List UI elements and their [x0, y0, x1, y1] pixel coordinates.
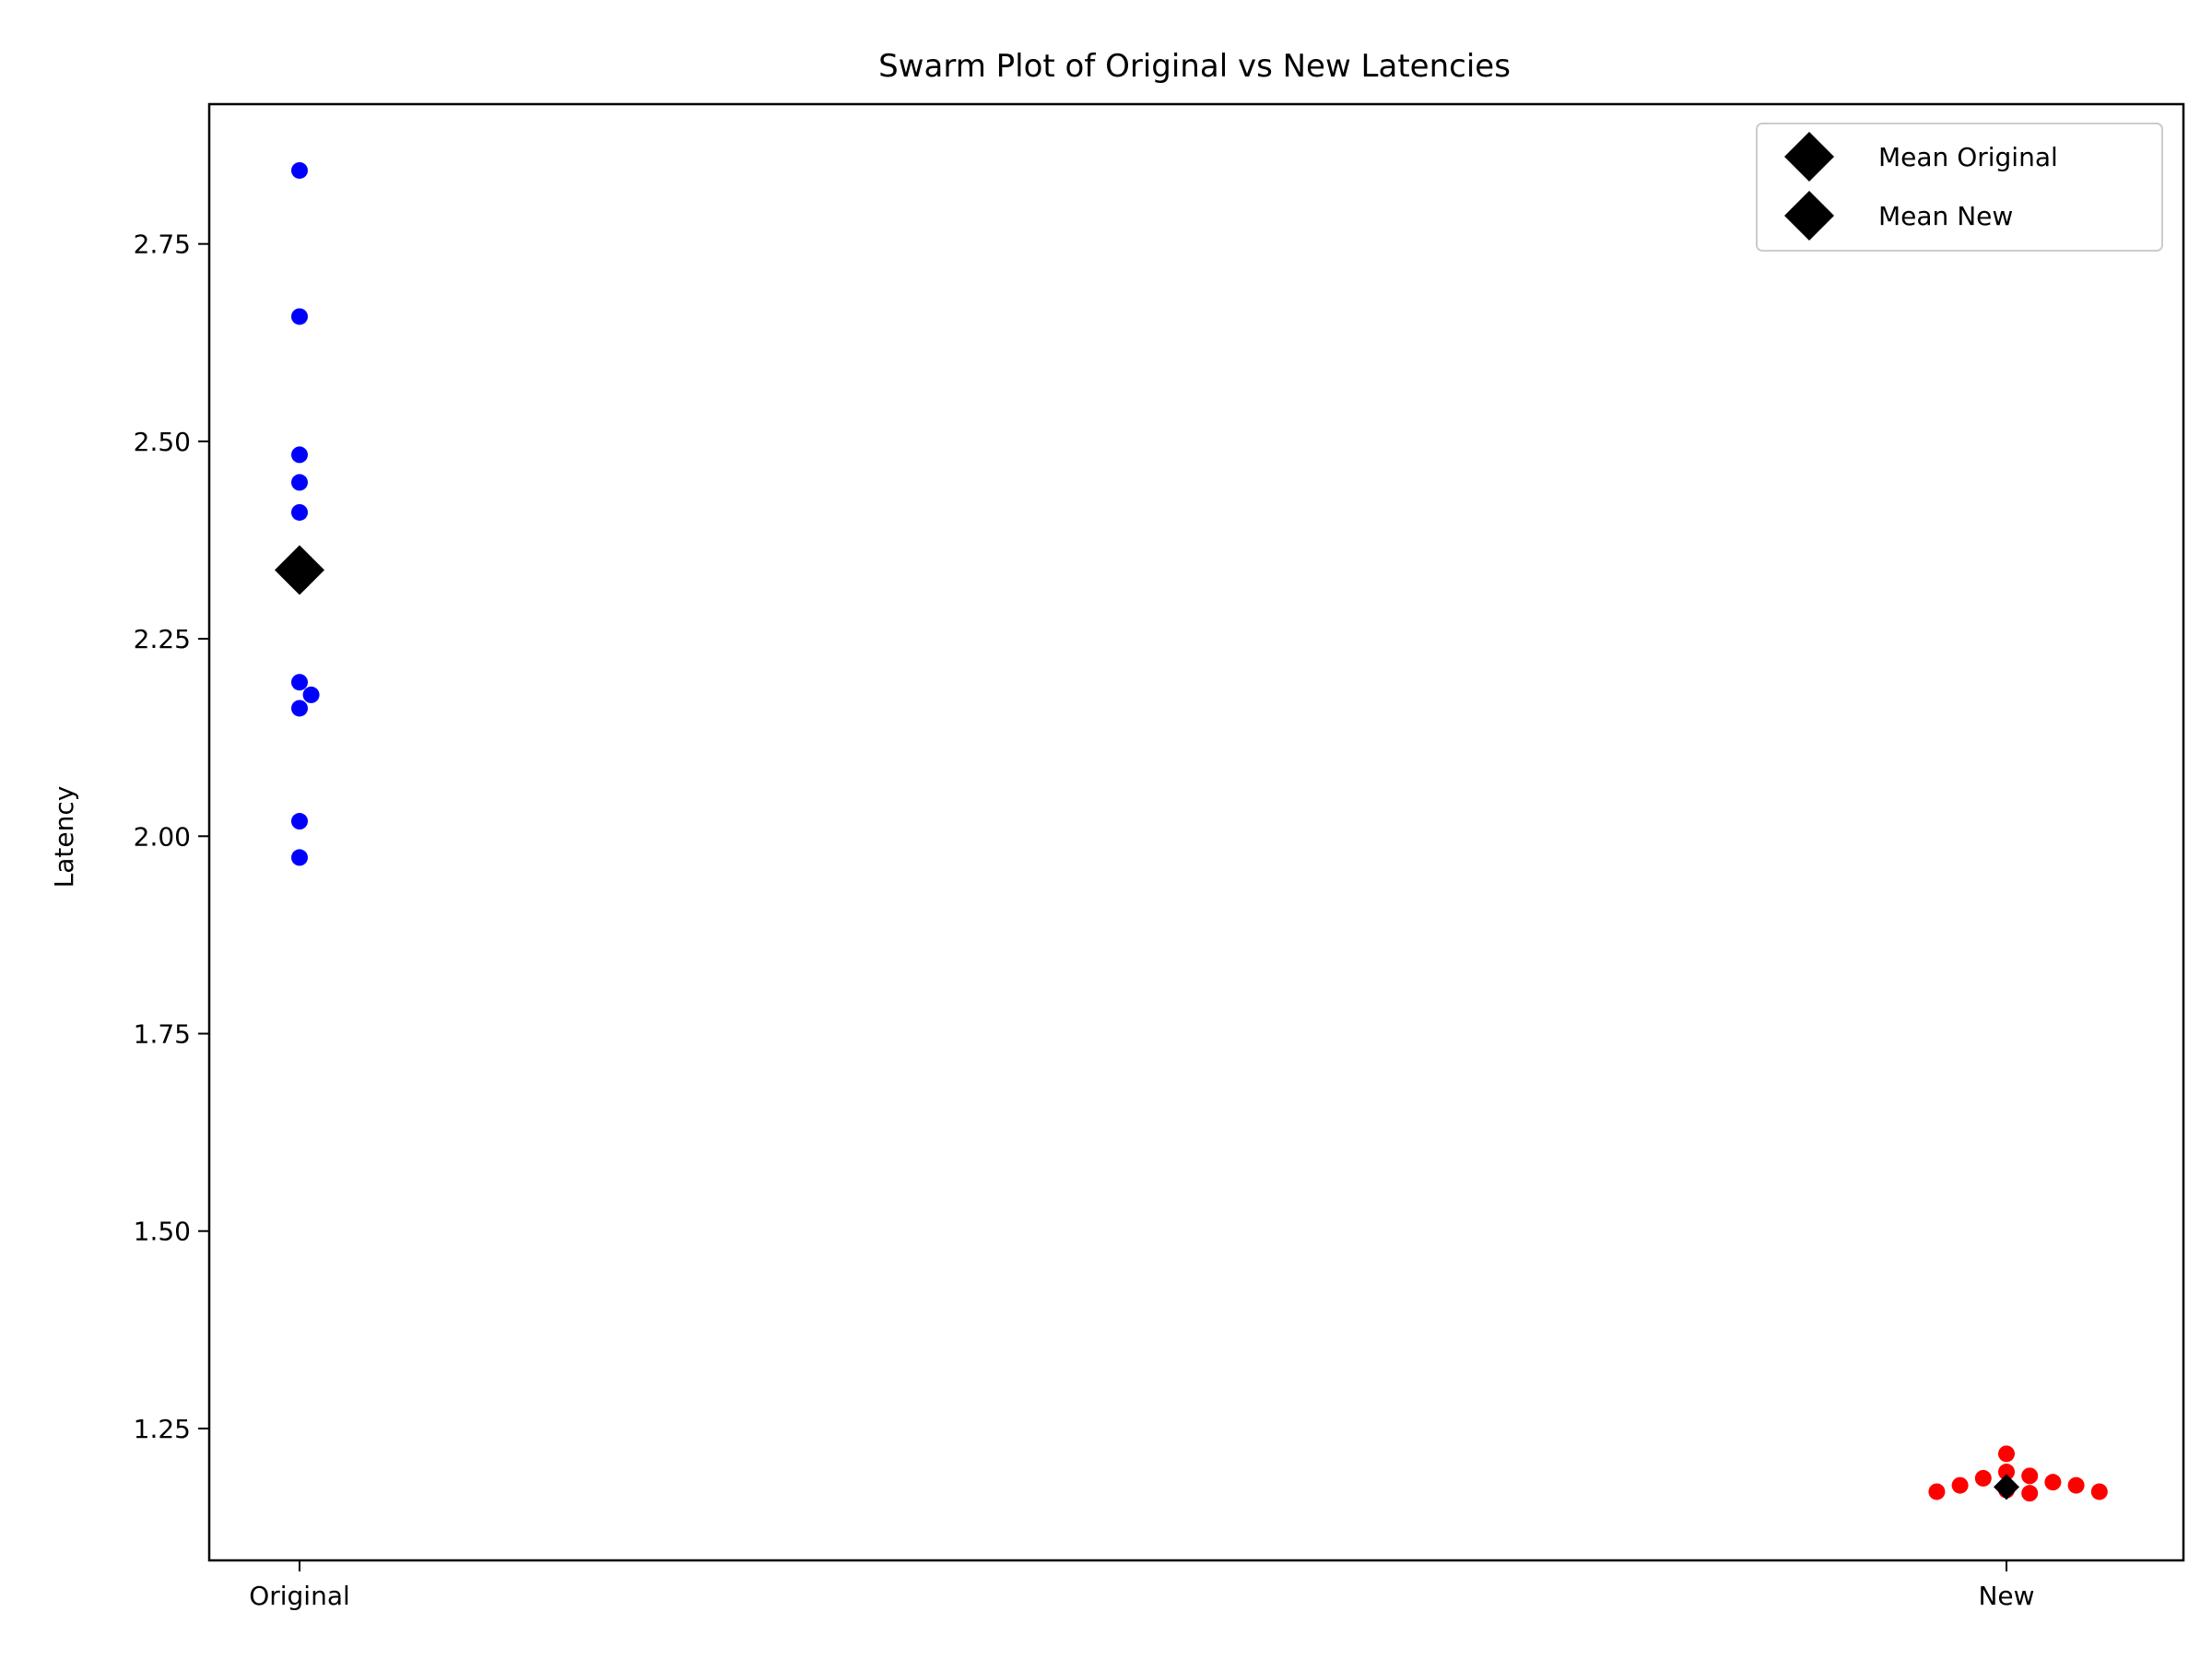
- original-point: [291, 700, 308, 717]
- x-tick-label: New: [1978, 1581, 2034, 1611]
- original-point: [291, 474, 308, 491]
- y-tick-label: 1.25: [134, 1414, 191, 1444]
- new-mean-marker: [1994, 1474, 2019, 1500]
- new-point: [1951, 1477, 1969, 1494]
- original-point: [291, 503, 308, 521]
- x-tick-label: Original: [249, 1581, 350, 1611]
- original-point: [291, 446, 308, 464]
- plot-frame: [207, 102, 2185, 1562]
- new-point: [2021, 1485, 2039, 1502]
- y-tick-label: 2.75: [134, 229, 191, 260]
- y-axis-label: Latency: [49, 786, 79, 888]
- y-tick-label: 1.50: [134, 1217, 191, 1247]
- new-point: [1974, 1469, 1992, 1487]
- axis-ticks: 1.25 1.50 1.75 2.00 2.25 2.50 2.75 Original New: [134, 229, 2035, 1611]
- legend: Mean Original Mean New: [1756, 123, 2163, 252]
- legend-label: Mean New: [1878, 201, 2013, 231]
- y-tick-label: 1.75: [134, 1018, 191, 1049]
- original-point: [291, 161, 308, 179]
- chart-title: Swarm Plot of Original vs New Latencies: [878, 48, 1511, 85]
- original-point: [291, 813, 308, 830]
- original-point: [302, 686, 320, 703]
- new-point: [2067, 1477, 2085, 1494]
- original-point: [291, 849, 308, 866]
- y-tick-label: 2.00: [134, 821, 191, 852]
- legend-box: [1756, 123, 2163, 252]
- y-tick-label: 2.25: [134, 624, 191, 654]
- new-point: [2044, 1474, 2062, 1491]
- new-point: [1928, 1483, 1946, 1500]
- y-tick-label: 2.50: [134, 427, 191, 457]
- new-point: [2090, 1483, 2108, 1500]
- new-point: [1998, 1464, 2015, 1481]
- new-point: [2021, 1467, 2039, 1485]
- original-point: [291, 674, 308, 691]
- original-mean-marker: [275, 545, 324, 595]
- legend-label: Mean Original: [1878, 142, 2058, 172]
- legend-diamond-marker: [1784, 132, 1834, 182]
- original-point: [291, 308, 308, 325]
- legend-diamond-marker: [1784, 191, 1834, 241]
- new-point: [1998, 1445, 2015, 1463]
- mean-markers: [275, 545, 2019, 1500]
